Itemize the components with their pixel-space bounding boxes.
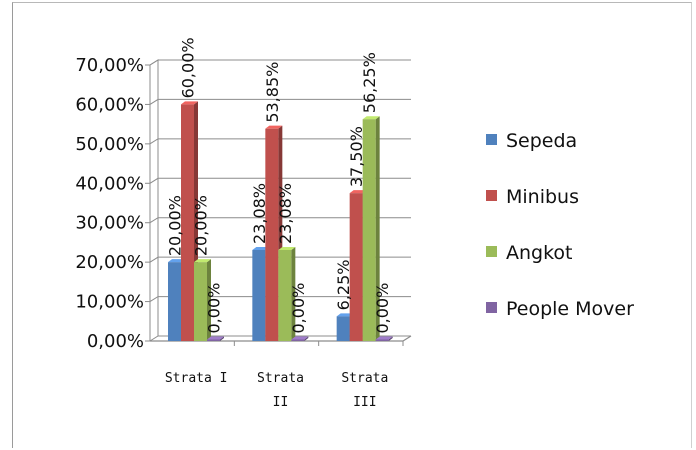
bars: [168, 101, 393, 341]
y-tick-label: 30,00%: [75, 213, 144, 234]
y-tick-label: 70,00%: [75, 55, 144, 76]
y-tick-label: 20,00%: [75, 252, 144, 273]
bar: [194, 259, 211, 341]
category-label: Strata: [257, 371, 304, 386]
bar: [362, 116, 380, 341]
data-label: 37,50%: [347, 126, 366, 187]
data-label: 20,00%: [192, 195, 211, 256]
legend-label: Minibus: [506, 186, 579, 208]
category-label: II: [273, 395, 289, 410]
x-axis-categories: Strata I Strata II Strata III: [165, 371, 388, 410]
gridlines: [145, 59, 412, 346]
data-label: 20,00%: [166, 195, 185, 256]
data-label: 56,25%: [360, 52, 379, 113]
legend-label: People Mover: [506, 298, 634, 320]
bar: [375, 336, 393, 341]
y-tick-label: 60,00%: [75, 94, 144, 115]
y-axis-ticks: 0,00% 10,00% 20,00% 30,00% 40,00% 50,00% 60,00…: [75, 55, 144, 352]
legend: Sepeda Minibus Angkot People Mover: [486, 130, 634, 320]
data-label: 0,00%: [373, 283, 392, 334]
legend-swatch: [486, 302, 497, 313]
data-label: 60,00%: [179, 37, 198, 98]
data-label: 23,08%: [250, 183, 269, 244]
data-label: 23,08%: [276, 183, 295, 244]
data-label: 6,25%: [334, 260, 353, 311]
data-label: 0,00%: [205, 283, 224, 334]
y-tick-label: 40,00%: [75, 173, 144, 194]
side-wall: [149, 59, 159, 341]
data-labels: 20,00% 60,00% 20,00% 0,00% 23,08% 53,85% 23,08…: [166, 37, 393, 333]
y-tick-label: 50,00%: [75, 134, 144, 155]
y-tick-label: 10,00%: [75, 292, 144, 313]
category-label: Strata: [341, 371, 388, 386]
chart-frame: [12, 2, 692, 448]
legend-label: Angkot: [506, 242, 573, 264]
y-tick-label: 0,00%: [87, 331, 144, 352]
bar: [291, 336, 309, 341]
bar: [207, 336, 224, 341]
legend-swatch: [486, 134, 497, 145]
data-label: 53,85%: [263, 62, 282, 123]
category-label: Strata I: [165, 371, 228, 386]
category-label: III: [353, 395, 376, 410]
legend-swatch: [486, 190, 497, 201]
data-label: 0,00%: [289, 283, 308, 334]
legend-swatch: [486, 246, 497, 257]
bar: [278, 246, 296, 341]
legend-label: Sepeda: [506, 130, 577, 152]
